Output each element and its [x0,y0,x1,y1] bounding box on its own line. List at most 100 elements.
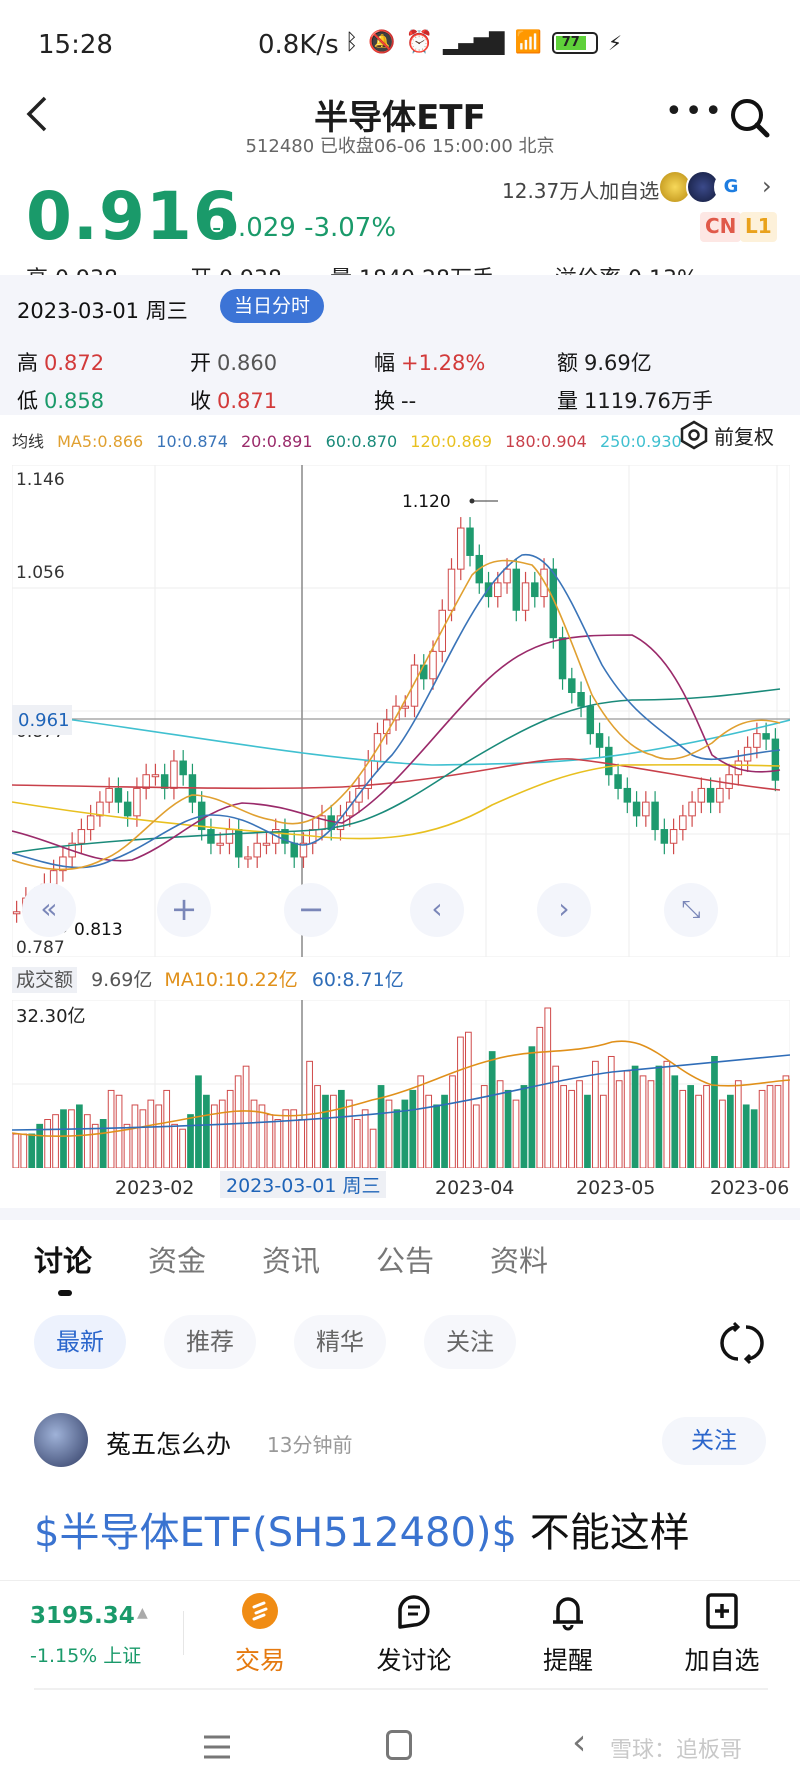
info-open: 开 0.860 [190,351,278,375]
tab-discussion[interactable]: 讨论 [34,1244,93,1278]
price-change: -0.029 -3.07% [212,213,397,243]
menu-icon[interactable] [202,1734,232,1764]
ma-legend: 均线 MA5:0.866 10:0.874 20:0.891 60:0.870 … [12,428,690,452]
post-username[interactable]: 菟五怎么办 [106,1430,232,1459]
divider [183,1611,184,1655]
ma180: 180:0.904 [505,432,587,451]
fullscreen-icon[interactable]: ⤡ [664,883,718,937]
svg-text:1.146: 1.146 [16,470,65,490]
filter-following[interactable]: 关注 [424,1315,516,1369]
alert-label: 提醒 [542,1646,593,1675]
network-speed: 0.8K/s [258,30,339,60]
info-amount: 额 9.69亿 [557,351,652,375]
home-icon[interactable] [386,1730,412,1760]
info-turnover: 换 -- [374,389,417,413]
svg-text:32.30亿: 32.30亿 [16,1006,86,1027]
scroll-left-icon[interactable]: ‹ [410,883,464,937]
date-tick: 2023-04 [435,1177,515,1199]
avatar: G [714,170,748,204]
hexagon-settings-icon [680,420,708,450]
rewind-icon[interactable]: « [22,883,76,937]
filter-recommended[interactable]: 推荐 [164,1315,256,1369]
post-content[interactable]: $半导体ETF(SH512480)$ 不能这样 [34,1500,690,1558]
back-icon[interactable]: ‹ [572,1722,587,1763]
quote-strip: 高 0.938 开 0.938 量 1840.28万手 溢价率 0.13% [0,255,800,277]
post-discussion-label: 发讨论 [376,1646,452,1675]
watermark: 雪球：追板哥 [610,1738,743,1763]
scroll-right-icon[interactable]: › [537,883,591,937]
adjust-toggle[interactable]: 前复权 [680,420,774,450]
info-volume: 量 1119.76万手 [557,389,713,413]
add-watchlist-icon [706,1593,738,1629]
tab-funds[interactable]: 资金 [148,1244,207,1278]
divider [34,1688,768,1690]
crosshair-info-panel: 2023-03-01 周三 当日分时 高 0.872 开 0.860 幅 +1.28%… [0,275,800,415]
ma10: 10:0.874 [156,432,228,451]
svg-text:1.056: 1.056 [16,563,65,583]
page-subtitle: 512480 已收盘06-06 15:00:00 北京 [245,136,555,157]
zoom-in-icon[interactable]: + [157,883,211,937]
kline-chart[interactable]: 1.146 1.056 0.877 0.787 1.120 0.813 0.96… [11,464,791,958]
chevron-right-icon[interactable]: › [762,172,772,200]
ma250: 250:0.930 [599,432,682,451]
ma5: MA5:0.866 [57,432,144,451]
volume-legend: 成交额 9.69亿 MA10:10.22亿 60:8.71亿 [12,965,404,993]
strip-premium: 溢价率 0.13% [555,261,698,277]
post-text: 不能这样 [517,1510,690,1556]
volume-value: 9.69亿 [91,969,153,991]
strip-volume: 量 1840.28万手 [330,261,494,277]
post-discussion-button[interactable]: 发讨论 [364,1591,464,1677]
trade-button[interactable]: 交易 [210,1591,310,1677]
last-price: 0.916 [26,178,240,255]
tab-indicator [58,1290,72,1296]
index-change[interactable]: -1.15% 上证 [30,1645,142,1667]
bluetooth-icon: ᛒ [345,30,359,55]
follower-avatars[interactable]: G [658,170,748,204]
info-high: 高 0.872 [17,351,105,375]
post-time: 13分钟前 [267,1433,353,1457]
zoom-out-icon[interactable]: − [284,883,338,937]
filter-latest[interactable]: 最新 [34,1315,126,1369]
tab-announcements[interactable]: 公告 [376,1244,435,1278]
trade-icon [242,1593,278,1629]
status-icons: ᛒ 🔕 ⏰ ▂▄▆█ 📶 77 ⚡ [345,30,622,55]
filter-featured[interactable]: 精华 [294,1315,386,1369]
add-watchlist-button[interactable]: 加自选 [672,1591,772,1677]
alert-button[interactable]: 提醒 [518,1591,618,1677]
follow-button[interactable]: 关注 [662,1417,766,1465]
battery-icon: 77 [551,31,598,54]
svg-text:1.120: 1.120 [402,492,451,512]
strip-high: 高 0.938 [26,261,118,277]
volume-label: 成交额 [12,967,78,993]
chevron-left-icon[interactable] [25,94,49,144]
comment-icon [398,1595,430,1629]
tab-profile[interactable]: 资料 [490,1244,549,1278]
status-bar: 15:28 0.8K/s ᛒ 🔕 ⏰ ▂▄▆█ 📶 77 ⚡ [0,22,800,72]
market-badge-cn: CN [700,212,742,242]
post-header: 菟五怎么办 13分钟前 关注 [0,1413,800,1473]
info-amplitude: 幅 +1.28% [374,351,486,375]
stock-link[interactable]: $半导体ETF(SH512480)$ [34,1510,517,1556]
ma60: 60:0.870 [325,432,398,451]
selected-date-tick: 2023-03-01 周三 [220,1171,387,1198]
section-divider [0,1208,800,1220]
intraday-button[interactable]: 当日分时 [220,289,325,323]
date-tick: 2023-06 [710,1177,790,1199]
watcher-count[interactable]: 12.37万人加自选 [502,179,660,203]
info-low: 低 0.858 [17,389,105,413]
adjust-label: 前复权 [714,424,774,449]
content-tabs: 讨论 资金 资讯 公告 资料 [0,1238,800,1298]
index-value[interactable]: 3195.34 [30,1603,135,1629]
wifi-icon: 📶 [514,30,542,55]
avatar[interactable] [34,1413,88,1467]
status-time: 15:28 [38,30,113,60]
discussion-filters: 最新 推荐 精华 关注 [0,1315,800,1371]
volume-chart[interactable]: 32.30亿 [11,999,791,1169]
date-tick: 2023-05 [576,1177,656,1199]
refresh-icon[interactable] [720,1321,764,1369]
bottom-action-bar: 3195.34 ▲ -1.15% 上证 交易 发讨论 提醒 加自选 [0,1580,800,1688]
search-icon[interactable] [728,96,772,144]
more-icon[interactable]: ••• [665,94,725,129]
tab-news[interactable]: 资讯 [262,1244,321,1278]
trade-label: 交易 [234,1646,285,1675]
